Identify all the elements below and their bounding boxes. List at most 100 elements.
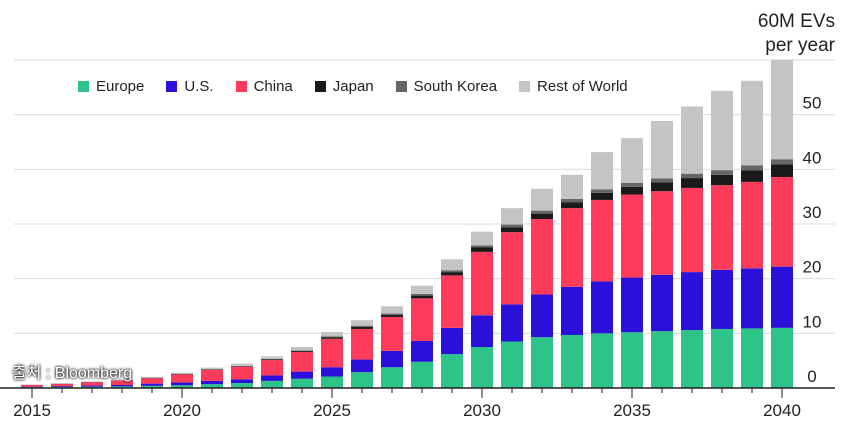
bar-2039-south-korea [741,165,763,171]
bar-2039-rest-of-world [741,80,763,166]
bar-2026-china [351,328,373,360]
bar-2016-u-s- [51,386,73,387]
legend-swatch-china [235,81,247,92]
x-tick-label-2025: 2025 [313,401,351,420]
bar-2023-u-s- [261,375,283,381]
unit-label-line-2: per year [765,35,835,56]
legend-item-japan: Japan [314,78,374,95]
bar-2029-south-korea [441,270,463,273]
bar-2035-rest-of-world [621,138,643,183]
bar-2038-europe [711,328,733,388]
bar-2024-japan [291,350,313,352]
bar-2033-rest-of-world [561,174,583,199]
x-tick-label-2030: 2030 [463,401,501,420]
bar-2028-china [411,298,433,341]
bar-2021-u-s- [201,380,223,385]
bar-2030-japan [471,247,493,252]
bar-2030-u-s- [471,315,493,347]
bar-2022-rest-of-world [231,363,253,366]
bar-2023-europe [261,380,283,388]
bar-2034-u-s- [591,281,613,334]
bar-2028-u-s- [411,340,433,362]
bar-2036-japan [651,182,673,192]
bar-2028-europe [411,361,433,388]
bar-2030-china [471,251,493,316]
x-tick-label-2020: 2020 [163,401,201,420]
legend-swatch-rest-of-world [519,81,531,92]
bar-2035-china [621,194,643,278]
bar-2034-south-korea [591,189,613,193]
bar-2026-rest-of-world [351,320,373,326]
bar-2020-rest-of-world [171,372,193,374]
bar-2027-south-korea [381,313,403,315]
bar-2032-japan [531,213,553,220]
legend-item-rest-of-world: Rest of World [519,78,628,95]
bar-2031-japan [501,227,523,233]
legend-label-us: U.S. [184,78,214,95]
unit-label-line-1: 60M EVs [757,11,835,32]
legend-label-china: China [253,78,293,95]
bar-2027-europe [381,367,403,388]
bar-2019-u-s- [141,383,163,386]
legend-swatch-south-korea [395,81,407,92]
bar-2035-europe [621,332,643,388]
bar-2034-china [591,199,613,282]
bar-2030-rest-of-world [471,231,493,246]
bar-2024-china [291,351,313,372]
bar-2025-rest-of-world [321,331,343,337]
bar-2033-europe [561,334,583,388]
x-tick-label-2040: 2040 [763,401,801,420]
bar-2030-south-korea [471,245,493,248]
legend: Europe U.S. China Japan South Korea Rest… [78,78,650,95]
bar-2038-japan [711,174,733,186]
bar-2036-south-korea [651,178,673,183]
y-tick-label-40: 40 [803,148,822,167]
bar-2031-south-korea [501,224,523,228]
bar-2026-south-korea [351,325,373,327]
bar-2018-u-s- [111,384,133,387]
bar-2022-europe [231,383,253,388]
bar-2015-u-s- [21,386,43,388]
legend-label-japan: Japan [332,78,374,95]
bar-2035-south-korea [621,183,643,187]
bar-2035-japan [621,186,643,195]
bar-2028-japan [411,295,433,299]
legend-swatch-japan [314,81,326,92]
bar-2037-u-s- [681,272,703,331]
bar-2029-europe [441,354,463,388]
bar-2028-south-korea [411,293,433,296]
bar-2038-south-korea [711,170,733,175]
bar-2027-japan [381,314,403,317]
bar-2039-china [741,181,763,269]
bar-2040-u-s- [771,266,793,328]
bar-2025-u-s- [321,367,343,377]
bar-2019-rest-of-world [141,376,163,378]
y-tick-label-20: 20 [803,258,822,277]
bar-2031-china [501,232,523,305]
legend-label-europe: Europe [96,78,145,95]
bar-2032-u-s- [531,294,553,338]
bar-2016-china [51,383,73,387]
bar-2021-europe [201,384,223,388]
y-tick-label-30: 30 [803,203,822,222]
bar-2039-u-s- [741,268,763,329]
source-label: 출처 : Bloomberg [12,365,133,382]
bar-2017-china [81,382,103,386]
bar-2034-europe [591,333,613,388]
bar-2033-china [561,208,583,287]
bar-2024-south-korea [291,350,313,351]
bar-2033-u-s- [561,286,583,335]
bar-2036-u-s- [651,274,673,332]
bar-2032-rest-of-world [531,188,553,211]
bar-2036-europe [651,331,673,388]
bar-2028-rest-of-world [411,285,433,294]
legend-item-us: U.S. [166,78,214,95]
legend-swatch-europe [78,81,89,92]
bar-2019-europe [141,385,163,388]
bar-2018-china [111,380,133,385]
bar-2030-europe [471,347,493,388]
bar-2022-japan [231,366,253,367]
bar-2038-rest-of-world [711,90,733,171]
bar-2022-u-s- [231,379,253,384]
bar-2037-japan [681,178,703,188]
